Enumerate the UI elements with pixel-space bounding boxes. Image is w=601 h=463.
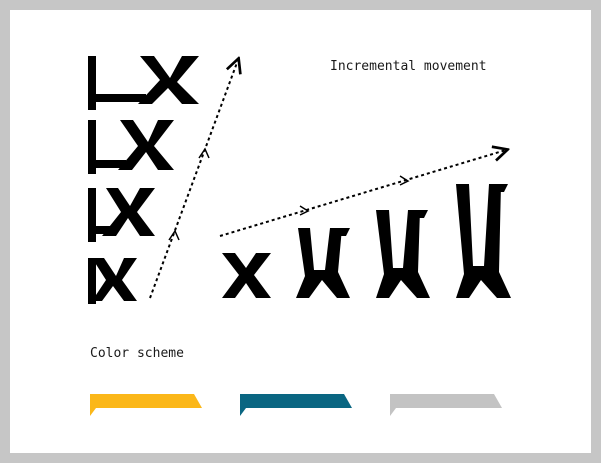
glyph-row-item [296,228,350,298]
color-scheme-label: Color scheme [90,346,184,361]
incremental-movement-label: Incremental movement [330,59,487,74]
swatch-yellow [90,394,202,416]
swatch-teal [240,394,352,416]
glyph-row-right [222,184,511,298]
growth-arrow-horizontal [219,150,506,237]
glyph-stack-item [88,258,137,304]
glyph-row-item [456,184,511,298]
swatch-gray [390,394,502,416]
color-swatches [90,394,502,416]
growth-arrow-vertical [149,60,238,299]
glyph-stack-left [88,56,199,304]
glyph-stack-item [88,120,174,174]
glyph-stack-item [88,188,155,242]
glyph-row-item [376,210,430,298]
glyph-row-item [222,253,271,298]
glyph-stack-item [88,56,199,110]
